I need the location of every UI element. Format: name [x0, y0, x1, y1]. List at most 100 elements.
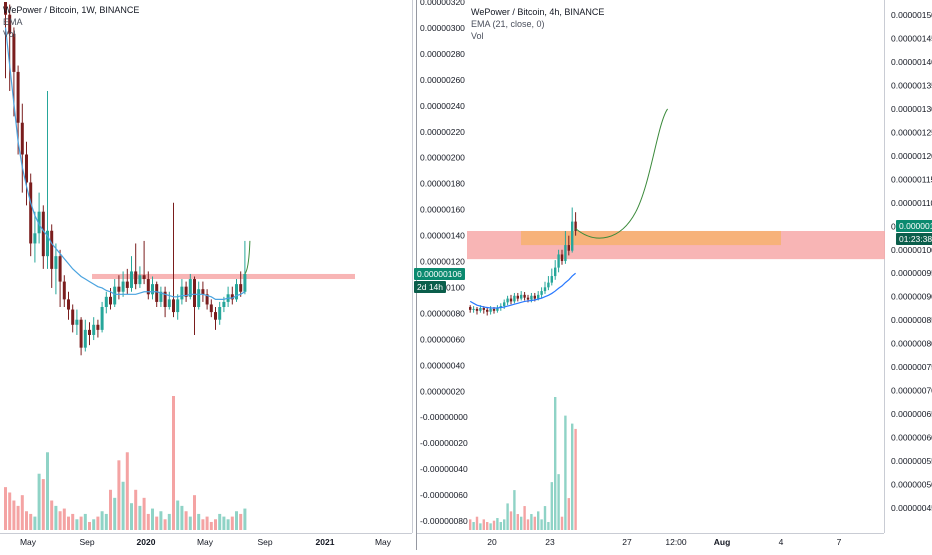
right-volume-bar — [526, 519, 530, 530]
right-candle-body — [571, 221, 574, 251]
right-y-tick-label: 0.00000060 — [891, 433, 932, 443]
left-x-tick-label: Sep — [79, 537, 94, 547]
left-candle-body — [197, 289, 201, 307]
right-volume-bar — [506, 503, 509, 530]
left-y-tick-label: 0.00000300 — [420, 23, 465, 33]
left-candle-body — [92, 324, 96, 335]
left-volume-bar — [8, 492, 12, 530]
left-candle-body — [193, 279, 196, 307]
left-ema-label: EMA — [3, 17, 23, 27]
right-candle-body — [506, 298, 509, 303]
left-y-tick-label: 0.00000220 — [420, 127, 465, 137]
left-y-tick-label: -0.00000000 — [420, 412, 468, 422]
left-candle-body — [83, 329, 87, 348]
right-y-tick-label: 0.00000110 — [891, 198, 932, 208]
right-candle-body — [523, 294, 526, 298]
left-candle-body — [134, 271, 138, 285]
left-volume-bar — [33, 516, 37, 530]
left-volume-bar — [29, 513, 33, 530]
right-volume-bar — [564, 415, 567, 530]
left-candle-body — [125, 281, 129, 288]
left-volume-bar — [125, 452, 129, 530]
left-y-tick-label: 0.00000200 — [420, 153, 465, 163]
left-candle-body — [235, 284, 238, 300]
right-candle-body — [475, 308, 479, 311]
left-candle-body — [100, 307, 104, 330]
left-candle-body — [113, 286, 117, 305]
right-x-tick-label: 27 — [622, 537, 632, 547]
left-candle-body — [146, 279, 150, 295]
left-candle-body — [29, 182, 33, 244]
right-volume-bar — [469, 519, 472, 530]
left-candle-body — [104, 296, 108, 307]
left-volume-bar — [75, 519, 79, 530]
right-x-tick-label: 12:00 — [665, 537, 687, 547]
left-volume-bar — [214, 519, 217, 530]
right-y-tick-label: 0.00000045 — [891, 503, 932, 513]
left-y-tick-label: -0.00000080 — [420, 516, 468, 526]
right-x-tick-label: 20 — [487, 537, 497, 547]
right-volume-bar — [571, 423, 574, 530]
right-projection-curve — [575, 108, 669, 239]
right-x-tick-label: 7 — [837, 537, 842, 547]
right-volume-bar — [509, 511, 513, 530]
left-volume-bar — [92, 519, 96, 530]
left-volume-bar — [180, 505, 184, 530]
right-y-tick-label: 0.00000120 — [891, 151, 932, 161]
right-y-tick-label: 0.00000130 — [891, 104, 932, 114]
left-x-tick-label: 2020 — [137, 537, 156, 547]
left-y-tick-label: 0.00000260 — [420, 75, 465, 85]
left-ema-line — [4, 27, 246, 300]
left-volume-bar — [205, 516, 209, 530]
left-candle-body — [121, 281, 125, 292]
right-y-tick-label: 0.00000095 — [891, 268, 932, 278]
right-y-tick-label: 0.00000085 — [891, 315, 932, 325]
right-candle-body — [567, 245, 570, 251]
left-candle-body — [41, 211, 45, 257]
left-volume-bar — [83, 513, 87, 530]
right-candle-body — [560, 254, 564, 262]
left-x-tick-label: May — [375, 537, 392, 547]
left-candle-body — [138, 275, 142, 285]
right-volume-bar — [482, 519, 485, 530]
left-candle-body — [20, 122, 24, 155]
right-volume-bar — [486, 522, 489, 530]
left-candle-body — [184, 286, 188, 297]
right-volume-bar — [520, 516, 523, 530]
left-candle-body — [79, 319, 83, 348]
right-y-tick-label: 0.00000065 — [891, 409, 932, 419]
right-volume-bar — [537, 511, 540, 530]
right-candle-body — [564, 245, 567, 262]
right-last-price-label: 0.00000106 — [896, 220, 932, 232]
left-volume-bar — [130, 503, 133, 530]
left-volume-bar — [176, 500, 180, 530]
left-chart-legend: WePower / Bitcoin, 1W, BINANCE EMA Vol — [3, 4, 139, 40]
left-x-tick-label: May — [20, 537, 37, 547]
right-x-tick-label: 23 — [545, 537, 555, 547]
left-y-tick-label: -0.00000040 — [420, 464, 468, 474]
left-candle-body — [58, 256, 62, 282]
right-volume-bar — [523, 506, 526, 530]
right-y-tick-label: 0.00000070 — [891, 386, 932, 396]
left-candle-body — [62, 281, 66, 300]
left-x-tick-label: Sep — [257, 537, 272, 547]
left-resistance-zone — [92, 273, 355, 280]
left-volume-bar — [79, 516, 83, 530]
left-candle-body — [25, 154, 28, 183]
right-candle-body — [469, 307, 472, 310]
right-volume-bar — [557, 474, 560, 530]
left-candle-body — [243, 273, 247, 292]
right-candle-body — [479, 307, 482, 311]
left-y-tick-label: -0.00000020 — [420, 438, 468, 448]
left-candle-body — [96, 324, 100, 330]
left-volume-bar — [67, 516, 70, 530]
right-volume-bar — [489, 523, 492, 530]
left-volume-bar — [46, 452, 49, 530]
right-volume-bar — [550, 482, 553, 530]
left-y-tick-label: 0.00000060 — [420, 334, 465, 344]
left-candle-body — [188, 279, 192, 297]
right-candle-body — [533, 295, 536, 299]
right-volume-bar — [475, 516, 479, 530]
right-y-tick-label: 0.00000150 — [891, 10, 932, 20]
